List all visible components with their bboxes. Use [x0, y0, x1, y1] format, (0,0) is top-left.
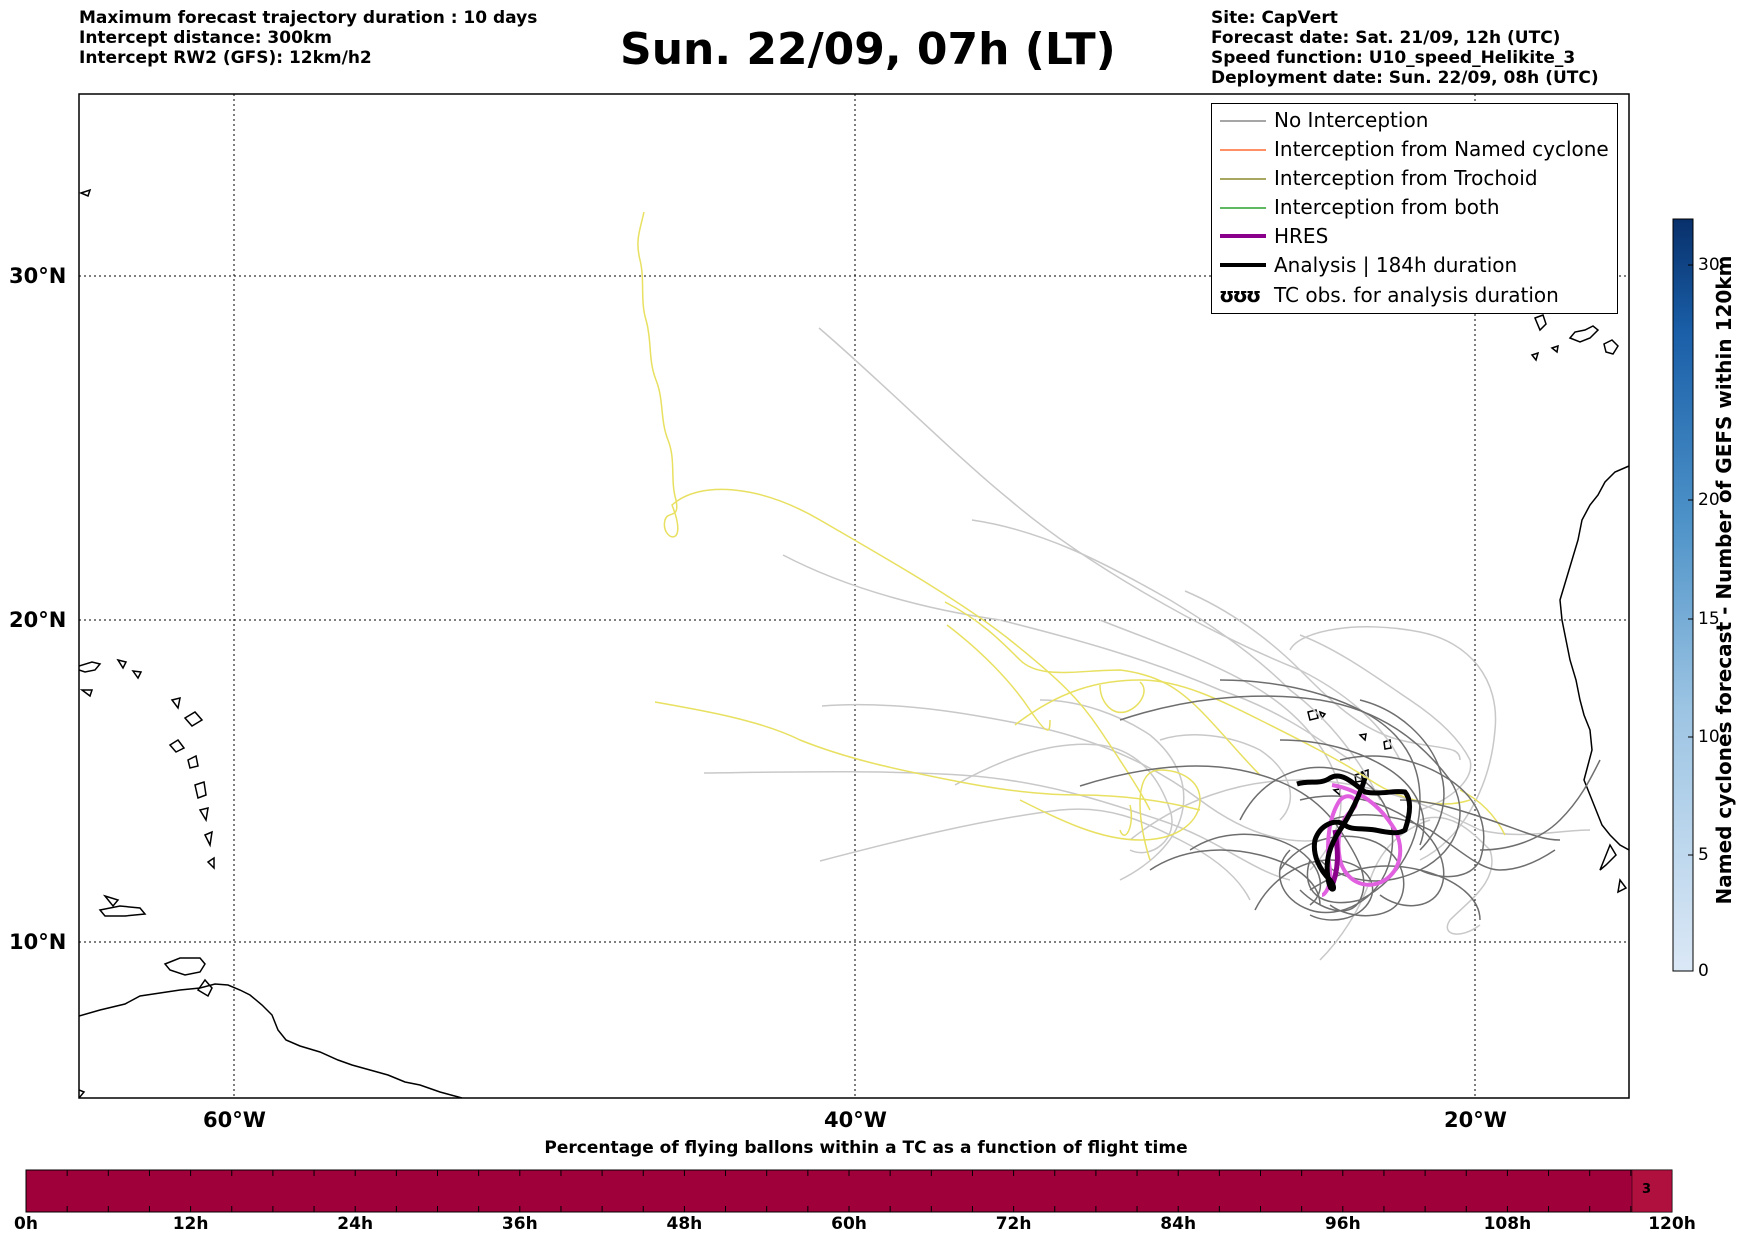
colorbar-tick-label: 0 [1698, 961, 1709, 981]
legend-item-both: Interception from both [1212, 193, 1617, 221]
intercept-rw2-text: Intercept RW2 (GFS): 12km/h2 [79, 48, 372, 68]
legend-label: HRES [1274, 224, 1329, 248]
trajectories-light [703, 327, 1591, 961]
legend-item-named-cyclone: Interception from Named cyclone [1212, 135, 1617, 163]
tc-percentage-bar-ticks [66, 1170, 1632, 1212]
speed-function-text: Speed function: U10_speed_Helikite_3 [1211, 48, 1576, 68]
legend-label: No Interception [1274, 108, 1429, 132]
legend-item-analysis: Analysis | 184h duration [1212, 251, 1617, 279]
max-duration-text: Maximum forecast trajectory duration : 1… [79, 8, 538, 28]
progress-bar-title: Percentage of flying ballons within a TC… [544, 1138, 1188, 1158]
legend-label: Interception from both [1274, 195, 1500, 219]
legend-item-hres: HRES [1212, 222, 1617, 250]
page-title: Sun. 22/09, 07h (LT) [620, 24, 1116, 75]
lat-label-10n: 10°N [9, 930, 67, 954]
legend-label: Analysis | 184h duration [1274, 253, 1518, 277]
colorbar-tick-label: 30 [1698, 255, 1720, 275]
lon-label-60w: 60°W [203, 1108, 266, 1132]
legend-item-tc-obs: ʊʊʊ TC obs. for analysis duration [1212, 281, 1617, 309]
lon-label-40w: 40°W [824, 1108, 887, 1132]
colorbar-tick-label: 20 [1698, 490, 1720, 510]
trajectories-dark [1079, 679, 1601, 921]
legend: No Interception Interception from Named … [1211, 103, 1618, 314]
legend-line-icon [1220, 207, 1266, 209]
legend-item-trochoid: Interception from Trochoid [1212, 164, 1617, 192]
legend-line-icon [1220, 234, 1266, 238]
legend-line-icon [1220, 178, 1266, 180]
map-frame [78, 93, 1630, 1099]
legend-label: Interception from Trochoid [1274, 166, 1538, 190]
site-info: Site: CapVert Forecast date: Sat. 21/09,… [1211, 8, 1599, 88]
time-label: 84h [1160, 1214, 1197, 1234]
legend-label: TC obs. for analysis duration [1274, 283, 1559, 307]
site-text: Site: CapVert [1211, 8, 1338, 28]
lat-label-30n: 30°N [9, 264, 67, 288]
forecast-date-text: Forecast date: Sat. 21/09, 12h (UTC) [1211, 28, 1561, 48]
tc-percentage-bar [25, 1169, 1673, 1213]
lon-label-20w: 20°W [1444, 1108, 1507, 1132]
run-info: Maximum forecast trajectory duration : 1… [79, 8, 537, 68]
legend-line-icon [1220, 120, 1266, 122]
time-label: 48h [666, 1214, 703, 1234]
colorbar-tick-label: 15 [1698, 609, 1720, 629]
legend-item-no-interception: No Interception [1212, 106, 1617, 134]
colorbar-tick-label: 5 [1698, 845, 1709, 865]
colorbar-title: Named cyclones forecast - Number of GEFS… [1712, 255, 1736, 905]
analysis-trajectory [1296, 773, 1412, 892]
lat-label-20n: 20°N [9, 608, 67, 632]
time-label: 24h [337, 1214, 374, 1234]
time-label: 72h [995, 1214, 1032, 1234]
time-label: 96h [1324, 1214, 1361, 1234]
time-label: 12h [172, 1214, 209, 1234]
legend-line-icon [1220, 263, 1266, 267]
tc-symbol-icon: ʊʊʊ [1219, 283, 1261, 307]
time-label: 120h [1648, 1214, 1696, 1234]
time-label: 108h [1483, 1214, 1532, 1234]
map-gridlines [79, 94, 1629, 1098]
time-label: 0h [14, 1214, 38, 1234]
cyclone-colorbar [1672, 218, 1694, 972]
tc-percentage-segment [1631, 1169, 1673, 1213]
tc-segment-value: 3 [1642, 1182, 1652, 1197]
time-label: 36h [501, 1214, 538, 1234]
coastlines [79, 188, 1629, 1098]
legend-line-icon [1220, 149, 1266, 151]
intercept-distance-text: Intercept distance: 300km [79, 28, 332, 48]
colorbar-tick-label: 10 [1698, 727, 1720, 747]
deployment-date-text: Deployment date: Sun. 22/09, 08h (UTC) [1211, 68, 1599, 88]
legend-label: Interception from Named cyclone [1274, 137, 1609, 161]
time-label: 60h [831, 1214, 867, 1234]
colorbar-ticks [1688, 264, 1693, 972]
